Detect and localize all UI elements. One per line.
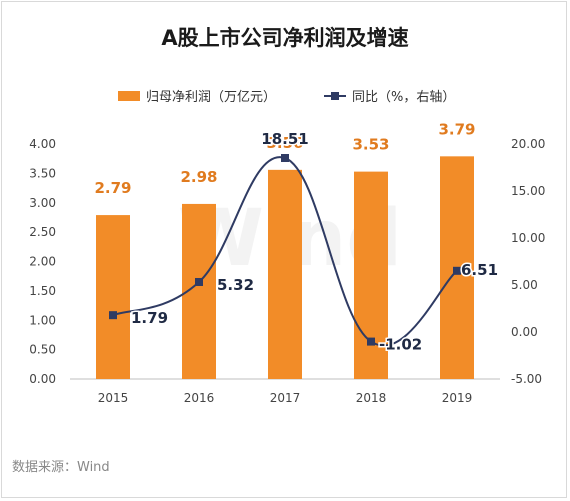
growth-value-label: 18.51 — [261, 130, 308, 148]
growth-value-label: -1.02 — [379, 336, 422, 354]
x-tick-label: 2019 — [442, 391, 473, 405]
bar-value-label: 3.56 — [266, 134, 303, 152]
growth-marker-2017 — [281, 154, 289, 163]
legend-swatch-bar — [118, 90, 140, 101]
y-left-tick-label: 3.00 — [29, 196, 56, 210]
legend-label-growth: 同比（%，右轴） — [352, 90, 456, 105]
legend-swatch-line — [324, 91, 346, 101]
y-left-tick-label: 1.00 — [29, 313, 56, 327]
source-note: 数据来源：Wind — [12, 460, 110, 475]
growth-value-label: 6.51 — [461, 261, 498, 279]
growth-value-label: 1.79 — [131, 309, 168, 327]
y-left-tick-label: 3.50 — [29, 166, 56, 180]
x-tick-label: 2018 — [356, 391, 387, 405]
growth-line — [112, 156, 458, 347]
y-right-tick-label: 0.00 — [511, 325, 538, 339]
chart-legend: 归母净利润（万亿元） 同比（%，右轴） — [0, 86, 570, 106]
growth-marker-2016 — [195, 277, 203, 286]
growth-value-label: 5.32 — [217, 276, 254, 294]
y-left-tick-label: 2.50 — [29, 225, 56, 239]
legend-item-growth: 同比（%，右轴） — [324, 86, 455, 105]
bar-value-label: 2.79 — [94, 179, 131, 197]
y-right-tick-label: 5.00 — [511, 278, 538, 292]
bar-value-label: 3.53 — [352, 136, 389, 154]
growth-marker-2018 — [367, 337, 375, 346]
bar-value-label: 2.98 — [180, 168, 217, 186]
x-tick-label: 2017 — [270, 391, 301, 405]
y-right-tick-label: -5.00 — [511, 372, 542, 386]
bar-value-label: 3.79 — [438, 120, 475, 138]
growth-marker-2015 — [109, 311, 117, 320]
growth-marker-2019 — [453, 266, 461, 275]
x-tick-label: 2016 — [184, 391, 215, 405]
y-left-tick-label: 0.50 — [29, 343, 56, 357]
y-right-tick-label: 10.00 — [511, 231, 545, 245]
bar-2015 — [96, 215, 130, 379]
y-left-tick-label: 0.00 — [29, 372, 56, 386]
legend-label-profit: 归母净利润（万亿元） — [146, 90, 277, 105]
y-left-tick-label: 4.00 — [29, 137, 56, 151]
chart-title: A股上市公司净利润及增速 — [161, 26, 409, 50]
y-right-tick-label: 15.00 — [511, 184, 545, 198]
legend-item-profit: 归母净利润（万亿元） — [118, 86, 276, 105]
y-right-tick-label: 20.00 — [511, 137, 545, 151]
y-left-tick-label: 2.00 — [29, 255, 56, 269]
y-left-tick-label: 1.50 — [29, 284, 56, 298]
x-tick-label: 2015 — [98, 391, 129, 405]
bar-2017 — [268, 169, 302, 379]
